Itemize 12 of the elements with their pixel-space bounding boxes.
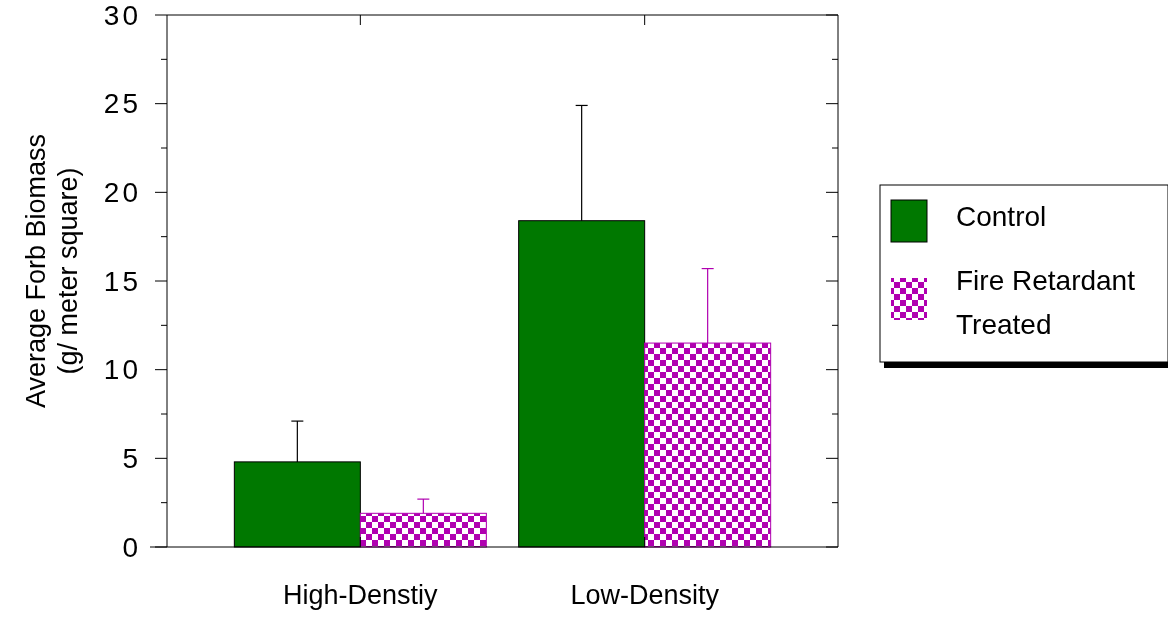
y-tick-label: 10 bbox=[103, 354, 141, 386]
y-axis-title: Average Forb Biomass (g/ meter square) bbox=[21, 133, 83, 409]
x-tick-label: Low-Density bbox=[570, 580, 720, 610]
legend-label: Control bbox=[956, 201, 1047, 232]
y-tick-label: 30 bbox=[103, 0, 141, 31]
y-tick-label: 25 bbox=[103, 88, 141, 120]
legend-label: Fire Retardant Treated bbox=[956, 265, 1136, 340]
y-tick-label: 15 bbox=[103, 265, 141, 297]
y-tick-label: 0 bbox=[122, 531, 141, 563]
y-tick-label: 20 bbox=[103, 177, 141, 209]
y-tick-label: 5 bbox=[122, 443, 141, 475]
x-tick-label: High-Denstiy bbox=[283, 580, 439, 610]
